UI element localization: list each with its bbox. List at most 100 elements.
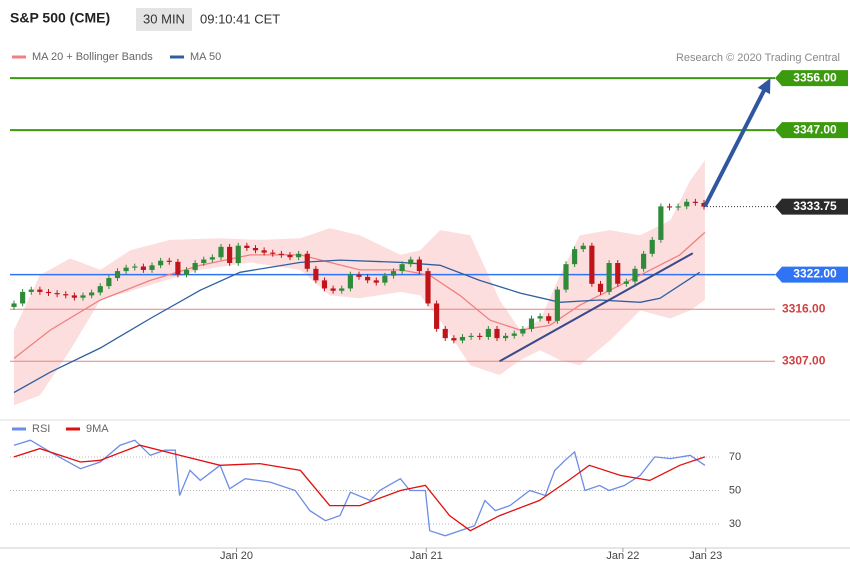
timeframe-box xyxy=(136,8,192,31)
candle-body xyxy=(615,263,621,284)
candle-body xyxy=(166,260,172,262)
candle-body xyxy=(572,249,578,265)
candle-body xyxy=(511,333,517,336)
candle-body xyxy=(597,283,604,292)
candle-body xyxy=(382,275,388,283)
candle-body xyxy=(175,261,181,275)
candle-body xyxy=(416,259,422,272)
candle-body xyxy=(149,265,155,270)
candle-body xyxy=(71,295,77,298)
candle-body xyxy=(97,286,103,293)
legend-label: MA 50 xyxy=(190,51,221,63)
candle-body xyxy=(218,246,224,258)
last-price-tag xyxy=(775,198,848,215)
candle-body xyxy=(442,328,448,339)
level-tag xyxy=(775,122,848,139)
timeframe: 30 MIN xyxy=(143,11,185,26)
candle-body xyxy=(37,289,43,292)
candle-body xyxy=(201,259,207,264)
level-tag xyxy=(775,266,848,283)
candle-body xyxy=(365,276,371,281)
candle-body xyxy=(209,257,215,260)
x-tick-label: Jan 23 xyxy=(689,550,722,562)
candle-body xyxy=(408,259,414,265)
y-tick-label: 70 xyxy=(729,451,741,463)
candle-body xyxy=(261,250,267,253)
level-label: 3322.00 xyxy=(793,267,837,281)
candle-body xyxy=(468,335,474,337)
candle-body xyxy=(28,289,34,292)
arrow-head xyxy=(757,78,771,95)
credit: Research © 2020 Trading Central xyxy=(676,52,840,64)
candle-body xyxy=(339,288,345,291)
y-tick-label: 30 xyxy=(729,518,741,530)
candle-body xyxy=(123,267,129,272)
candle-body xyxy=(287,254,293,258)
level-tag xyxy=(775,70,848,87)
candle-body xyxy=(399,264,405,272)
trendline xyxy=(499,252,694,363)
candle-body xyxy=(106,278,112,287)
candle-body xyxy=(477,335,483,337)
candle-body xyxy=(330,288,336,291)
candle-body xyxy=(63,294,69,296)
time: 09:10:41 CET xyxy=(200,11,280,26)
candle-body xyxy=(554,289,560,321)
candle-body xyxy=(666,206,673,208)
candle-body xyxy=(45,291,52,294)
candle-body xyxy=(347,274,353,289)
legend-label: RSI xyxy=(32,423,50,435)
candle-body xyxy=(390,271,397,276)
candle-body xyxy=(494,328,500,339)
candle-body xyxy=(692,201,698,203)
candle-body xyxy=(192,263,198,270)
rsi-line xyxy=(13,444,706,532)
x-tick-label: Jan 20 xyxy=(220,550,253,562)
candle-body xyxy=(520,328,526,334)
candle-body xyxy=(459,336,466,341)
candle-body xyxy=(485,328,491,337)
legend-label: MA 20 + Bollinger Bands xyxy=(32,51,153,63)
candle-body xyxy=(80,295,86,298)
candle-body xyxy=(684,201,690,207)
ma-line xyxy=(13,231,706,359)
candle-body xyxy=(503,335,509,339)
candle-body xyxy=(321,280,328,289)
candle-body xyxy=(278,253,284,255)
candle-body xyxy=(270,252,276,254)
candle-body xyxy=(132,266,138,268)
y-tick-label: 50 xyxy=(729,484,741,496)
candle-body xyxy=(54,293,60,295)
candle-body xyxy=(606,263,612,292)
x-tick-label: Jan 22 xyxy=(606,550,639,562)
level-label: 3347.00 xyxy=(793,122,837,136)
candle-body xyxy=(89,292,95,296)
candle-body xyxy=(140,266,146,270)
candle-body xyxy=(649,239,655,254)
candle-body xyxy=(641,253,647,269)
candle-body xyxy=(11,303,17,307)
candle-body xyxy=(296,253,302,258)
plot: 3356.00 3347.00 3322.00 3316.00 3307.00 MA 20… xyxy=(10,51,848,562)
last-price-label: 3333.75 xyxy=(793,199,837,213)
candle-body xyxy=(356,274,362,277)
level-label: 3316.00 xyxy=(782,301,826,315)
candle-body xyxy=(623,281,629,284)
candle-body xyxy=(632,268,638,282)
ma-line xyxy=(13,259,701,394)
level-label: 3356.00 xyxy=(793,70,837,84)
candle-body xyxy=(304,253,310,269)
candle-body xyxy=(235,245,241,264)
candle-body xyxy=(675,206,681,208)
candle-body xyxy=(451,338,457,341)
candle-body xyxy=(227,246,233,264)
candle-body xyxy=(183,269,190,275)
x-tick-label: Jan 21 xyxy=(410,550,443,562)
candle-body xyxy=(528,318,535,329)
candle-body xyxy=(580,245,586,250)
instrument-title: S&P 500 (CME) xyxy=(10,10,110,26)
candle-body xyxy=(373,280,379,283)
candle-body xyxy=(434,303,440,329)
candle-body xyxy=(425,271,431,304)
